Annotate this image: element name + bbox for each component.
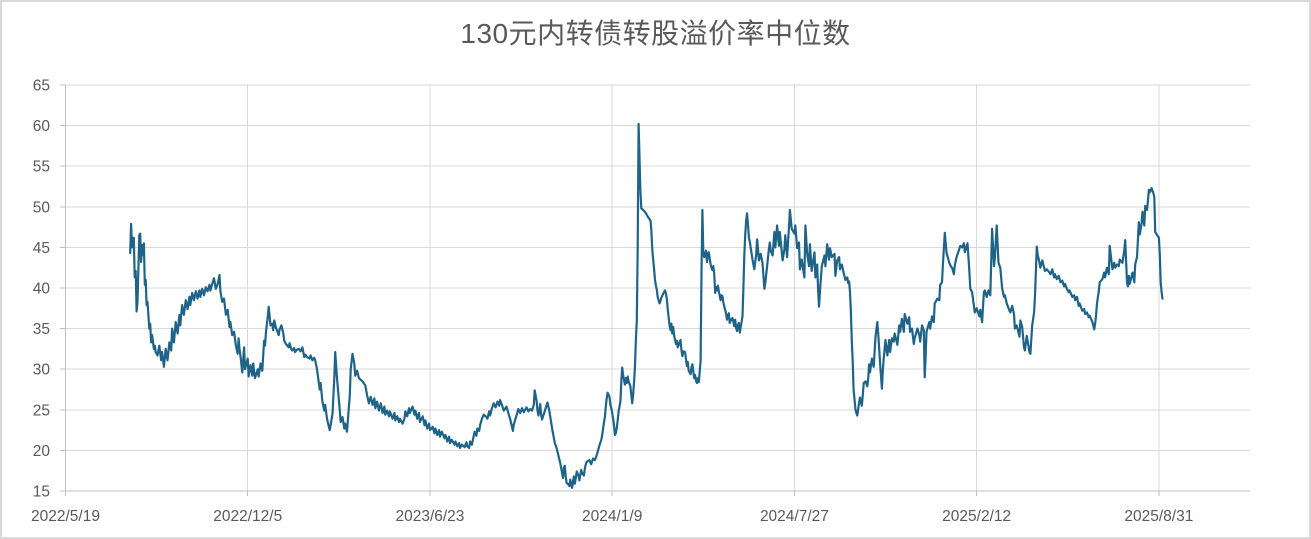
chart-title: 130元内转债转股溢价率中位数 [460, 18, 851, 49]
x-tick-label: 2024/7/27 [760, 508, 829, 525]
y-tick-label: 20 [33, 443, 51, 460]
x-tick-label: 2024/1/9 [582, 508, 642, 525]
y-tick-label: 40 [33, 281, 51, 298]
y-tick-label: 60 [33, 118, 51, 135]
y-tick-label: 45 [33, 240, 50, 257]
y-tick-label: 35 [33, 321, 50, 338]
y-tick-label: 65 [33, 78, 50, 95]
x-tick-label: 2022/5/19 [31, 508, 100, 525]
x-tick-label: 2023/6/23 [395, 508, 464, 525]
x-tick-label: 2022/12/5 [213, 508, 282, 525]
y-tick-label: 55 [33, 159, 50, 176]
y-tick-label: 25 [33, 402, 50, 419]
y-tick-label: 30 [33, 362, 51, 379]
x-tick-label: 2025/2/12 [942, 508, 1011, 525]
y-tick-label: 15 [33, 484, 50, 501]
series-line [129, 122, 1164, 489]
y-tick-label: 50 [33, 199, 51, 216]
x-tick-label: 2025/8/31 [1124, 508, 1193, 525]
